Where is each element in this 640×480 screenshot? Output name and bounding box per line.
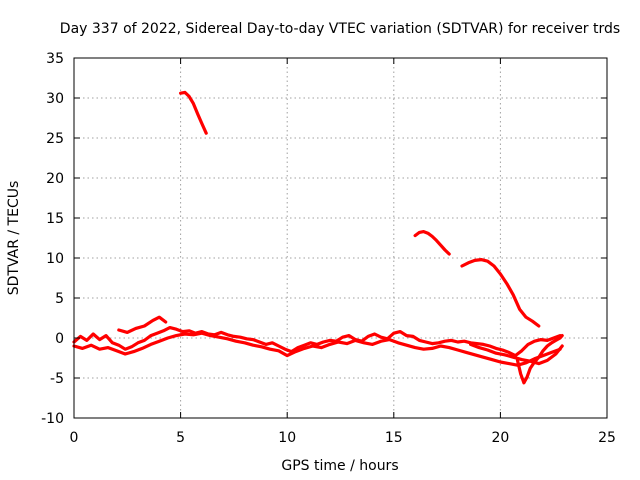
series-line-track-4 (179, 90, 208, 135)
y-tick-label: -5 (50, 371, 64, 387)
x-tick-label: 10 (278, 430, 296, 446)
series-line-track-1 (72, 326, 562, 358)
series-line-track-3 (117, 315, 168, 334)
x-axis-ticks: 0 5 10 15 20 25 (70, 58, 616, 446)
y-axis-label: SDTVAR / TECUs (6, 181, 22, 296)
series-line-track-7 (515, 334, 564, 385)
y-tick-label: 0 (55, 331, 64, 347)
y-tick-label: 25 (46, 131, 64, 147)
x-axis-label: GPS time / hours (281, 458, 398, 474)
y-tick-label: 5 (55, 291, 64, 307)
x-tick-label: 5 (176, 430, 185, 446)
plot-frame (73, 57, 608, 419)
series-line-track-8 (469, 342, 564, 366)
series-line-track-5 (413, 230, 451, 256)
series-line-track-6 (460, 258, 541, 328)
y-axis-ticks: -10 -5 0 5 10 15 20 25 30 35 (41, 51, 607, 427)
y-tick-label: 30 (46, 91, 64, 107)
x-tick-label: 15 (385, 430, 403, 446)
x-tick-label: 20 (491, 430, 509, 446)
data-series (72, 90, 564, 385)
y-tick-label: 15 (46, 211, 64, 227)
y-tick-label: 35 (46, 51, 64, 67)
x-tick-label: 25 (598, 430, 616, 446)
chart-title: Day 337 of 2022, Sidereal Day-to-day VTE… (60, 21, 620, 37)
x-tick-label: 0 (70, 430, 79, 446)
y-tick-label: 20 (46, 171, 64, 187)
y-tick-label: -10 (41, 411, 64, 427)
y-tick-label: 10 (46, 251, 64, 267)
series-line-track-2 (72, 331, 562, 367)
